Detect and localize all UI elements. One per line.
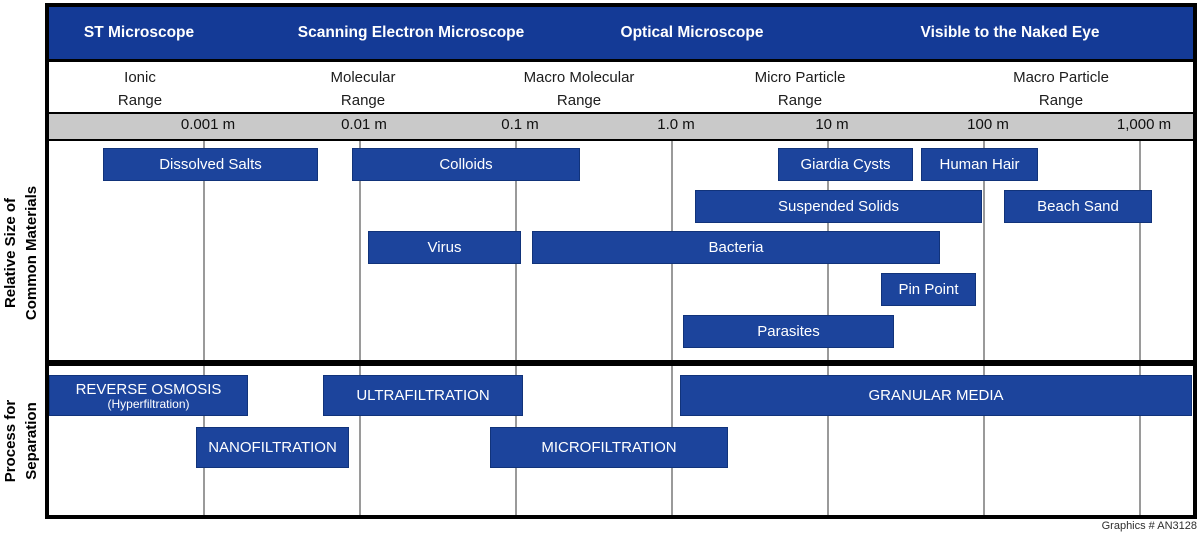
scale-tick-label: 0.01 m: [341, 116, 387, 133]
process-bar: MICROFILTRATION: [490, 427, 728, 468]
process-bar: ULTRAFILTRATION: [323, 375, 523, 416]
graphics-credit: Graphics # AN3128: [1101, 520, 1197, 532]
process-bar: GRANULAR MEDIA: [680, 375, 1192, 416]
process-bar: REVERSE OSMOSIS (Hyperfiltration): [49, 375, 248, 416]
scale-tick-label: 1,000 m: [1116, 116, 1172, 133]
size-range-label: Molecular Range: [330, 69, 396, 109]
material-bar: Beach Sand: [1004, 190, 1152, 223]
scale-bar: [49, 112, 1193, 141]
material-bar: Giardia Cysts: [778, 148, 913, 181]
process-bar-label: GRANULAR MEDIA: [868, 387, 1004, 404]
process-bar-label: NANOFILTRATION: [208, 439, 337, 456]
size-range-label: Macro Molecular Range: [523, 69, 635, 109]
gridline: [359, 141, 361, 515]
scale-tick-label: 100 m: [967, 116, 1009, 133]
material-bar: Suspended Solids: [695, 190, 982, 223]
process-bar-label: MICROFILTRATION: [541, 439, 677, 456]
gridline: [515, 141, 517, 515]
material-bar: Virus: [368, 231, 521, 264]
gridline: [1139, 141, 1141, 515]
microscope-band-label: ST Microscope: [83, 24, 195, 41]
scale-tick-label: 0.1 m: [501, 116, 539, 133]
process-axis-label: Process for Separation: [2, 399, 40, 483]
material-bar: Colloids: [352, 148, 580, 181]
microscope-band-label: Optical Microscope: [620, 24, 764, 41]
gridline: [671, 141, 673, 515]
material-bar: Dissolved Salts: [103, 148, 318, 181]
process-bar-label: ULTRAFILTRATION: [356, 387, 490, 404]
section-divider: [45, 360, 1197, 366]
gridline: [203, 141, 205, 515]
size-range-label: Macro Particle Range: [1013, 69, 1109, 109]
gridline: [983, 141, 985, 515]
scale-tick-label: 0.001 m: [180, 116, 236, 133]
process-bar-subtitle: (Hyperfiltration): [107, 396, 190, 411]
scale-tick-label: 1.0 m: [657, 116, 695, 133]
material-bar: Bacteria: [532, 231, 940, 264]
microscope-band-label: Scanning Electron Microscope: [297, 24, 525, 41]
material-bar: Pin Point: [881, 273, 976, 306]
material-bar: Human Hair: [921, 148, 1038, 181]
process-bar: NANOFILTRATION: [196, 427, 349, 468]
microscope-band-label: Visible to the Naked Eye: [920, 24, 1100, 41]
microscope-band: [49, 7, 1193, 62]
process-bar-label: REVERSE OSMOSIS: [75, 380, 222, 398]
size-range-label: Ionic Range: [117, 69, 163, 109]
size-range-label: Micro Particle Range: [754, 69, 846, 109]
material-bar: Parasites: [683, 315, 894, 348]
scale-tick-label: 10 m: [815, 116, 849, 133]
